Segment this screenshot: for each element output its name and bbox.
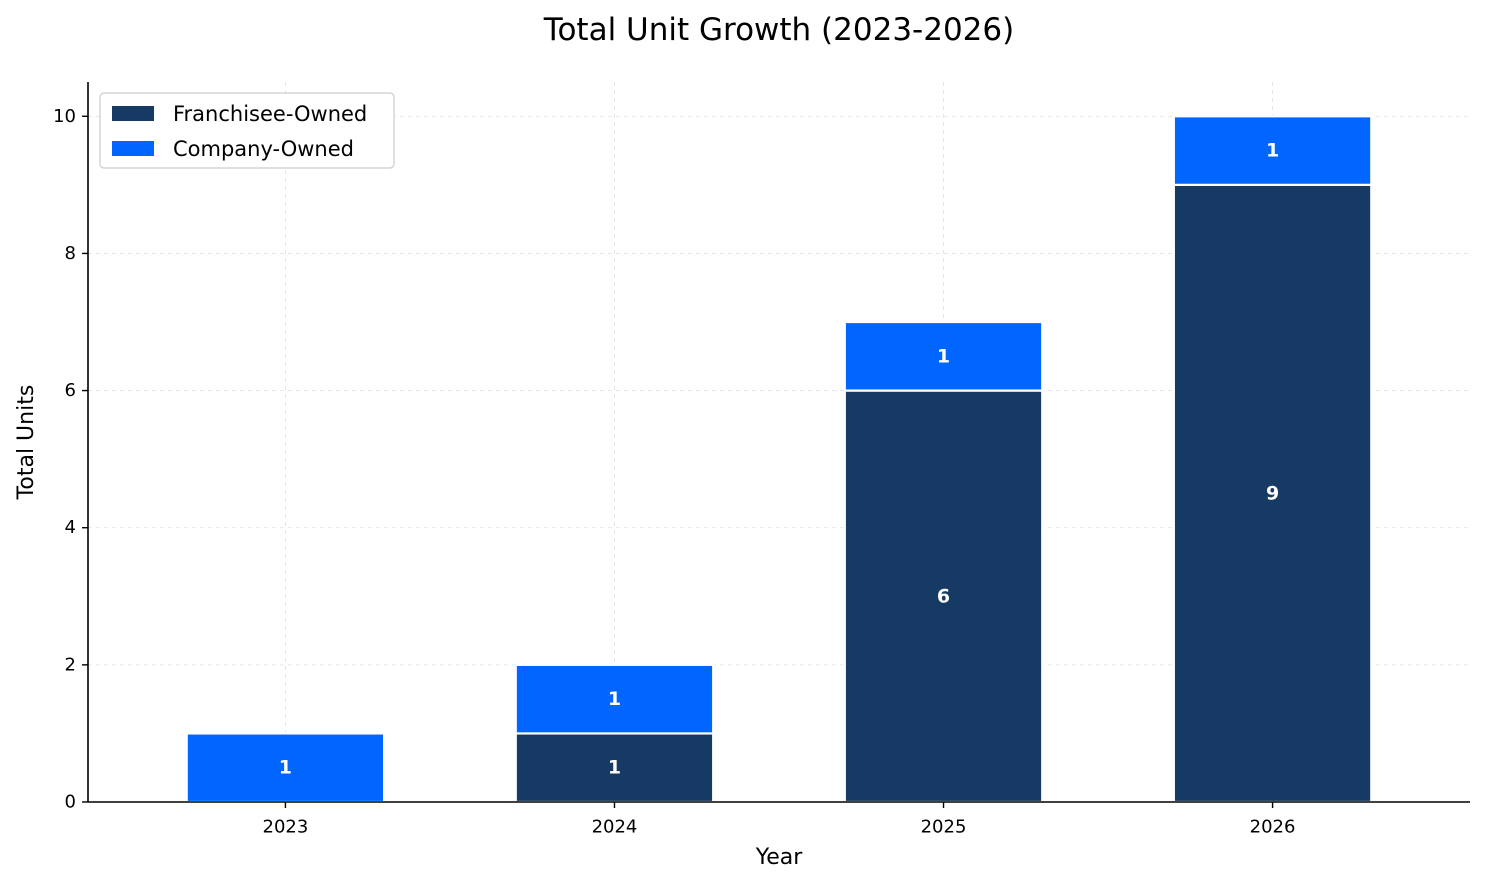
bar-company-owned-2023 <box>185 732 386 804</box>
x-tick-label-2023: 2023 <box>263 817 309 838</box>
legend-frame <box>99 92 395 169</box>
bar-value-label-franchisee-owned-2026: 9 <box>1266 482 1279 504</box>
chart-title: Total Unit Growth (2023-2026) <box>543 12 1014 48</box>
x-tick-label-2025: 2025 <box>921 817 967 838</box>
legend: Franchisee-Owned Company-Owned <box>99 92 395 169</box>
bar-value-label-company-owned-2023: 1 <box>279 757 292 779</box>
bar-value-label-company-owned-2025: 1 <box>937 345 950 367</box>
x-tick-label-2026: 2026 <box>1250 817 1296 838</box>
bar-value-label-company-owned-2024: 1 <box>608 688 621 710</box>
y-tick-label-3: 6 <box>65 380 76 401</box>
y-axis-label: Total Units <box>14 385 39 501</box>
y-tick-label-1: 2 <box>65 654 76 675</box>
y-axis-ticks: 0 2 4 6 8 10 <box>53 106 88 813</box>
bar-value-label-company-owned-2026: 1 <box>1266 140 1279 162</box>
bar-company-owned-2024 <box>514 663 715 735</box>
x-axis-label: Year <box>755 845 804 870</box>
x-axis-ticks: 2023 2024 2025 2026 <box>263 802 1296 838</box>
y-tick-label-4: 8 <box>65 243 76 264</box>
legend-label-company-owned: Company-Owned <box>173 137 354 161</box>
x-tick-label-2024: 2024 <box>592 817 638 838</box>
bar-franchisee-owned-2026 <box>1172 183 1373 804</box>
legend-label-franchisee-owned: Franchisee-Owned <box>173 102 367 126</box>
bar-value-label-franchisee-owned-2025: 6 <box>937 585 950 607</box>
y-tick-label-5: 10 <box>53 106 76 127</box>
bars <box>185 115 1373 804</box>
bar-company-owned-2026 <box>1172 115 1373 186</box>
legend-swatch-franchisee-owned <box>112 106 154 121</box>
bar-value-label-franchisee-owned-2024: 1 <box>608 757 621 779</box>
bar-franchisee-owned-2025 <box>843 389 1044 804</box>
y-tick-label-2: 4 <box>65 517 76 538</box>
bar-company-owned-2025 <box>843 320 1044 392</box>
legend-swatch-company-owned <box>112 141 154 156</box>
bar-value-labels: 1 6 9 1 1 1 1 <box>279 140 1279 779</box>
y-tick-label-0: 0 <box>65 792 76 813</box>
